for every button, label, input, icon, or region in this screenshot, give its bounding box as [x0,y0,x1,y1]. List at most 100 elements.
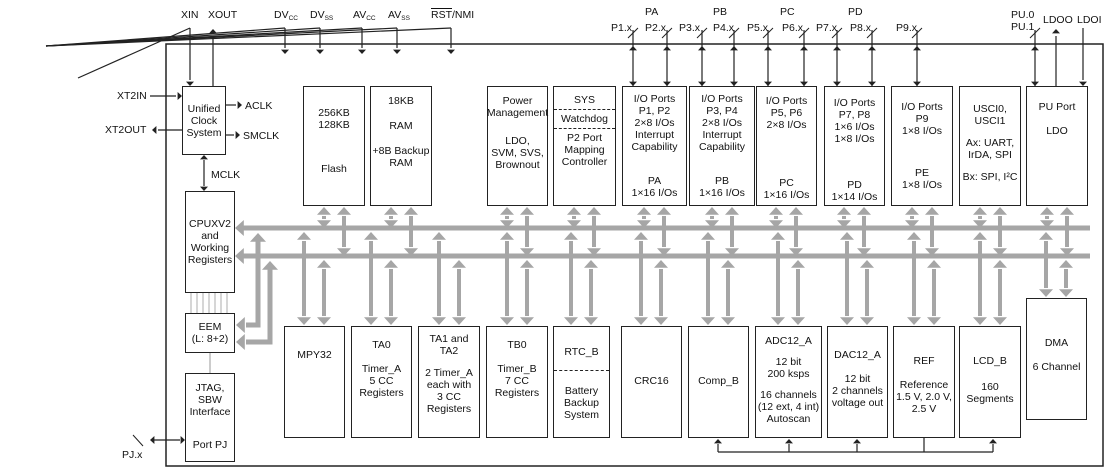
bottom-bus-arrow-9-b-head-up [927,260,941,268]
pin-rst-nmi: RST/NMI [431,9,474,21]
pin-xin: XIN [181,9,199,21]
pin-dvcc-sub: CC [288,15,298,22]
jtag-title: JTAG, SBW Interface [189,382,231,418]
p12-title: I/O Ports P1, P2 2×8 I/Os Interrupt Capa… [631,93,678,153]
bottom-bus-arrow-5-a-head-up [634,232,648,240]
top-bus-arrow-3-a-head-down [567,220,581,228]
ref-title: REF [913,355,935,367]
port-arrow-down-4 [764,81,772,86]
port-bus-slash-5 [798,27,810,39]
usci-b: Bx: SPI, I²C [962,171,1018,183]
sys-port-mapping: P2 Port Mapping Controller [554,128,615,171]
top-bus-arrow-6-b-head-down [789,248,803,256]
port-group-pd: PD [848,6,863,18]
top-bus-arrow-0-a-head-down [317,220,331,228]
aclk-arrow [237,101,242,109]
top-bus-arrow-8-a-head-down [905,220,919,228]
top-bus-arrow-1-b-head-up [404,207,418,215]
eem-feed-1-head-up [250,233,266,242]
bottom-bus-arrow-7-b-head-up [791,260,805,268]
bottom-bus-arrow-5-b-head-up [654,260,668,268]
lcd-title: LCD_B [973,355,1007,367]
top-bus-arrow-8-a-head-up [905,207,919,215]
bottom-bus-arrow-4-a-head-up [564,232,578,240]
tb0-title: TB0 [507,339,527,351]
pin-xout: XOUT [208,9,238,21]
top-bus-arrow-9-b-head-down [993,248,1007,256]
pin-arrow-4 [393,49,401,54]
xt2out-arrow [152,126,157,134]
adc-title: ADC12_A [765,335,812,347]
port-group-pc: PC [780,6,795,18]
port-bus-slash-7 [866,27,878,39]
p12-footer: PA 1×16 I/Os [631,175,678,199]
pin-p4x: P4.x [713,22,735,34]
cpu-block: CPUXV2 and Working Registers [185,191,235,293]
eem-feed-2 [246,268,273,345]
port-arrow-down-0 [629,81,637,86]
pin-ldoi: LDOI [1077,14,1102,26]
tb0-block: TB0 Timer_B 7 CC Registers [486,326,548,438]
pin-pu0: PU.0 [1011,9,1035,21]
bottom-bus-arrow-10-a-head-up [973,232,987,240]
ta12-body: 2 Timer_A each with 3 CC Registers [425,367,473,415]
pj-arrow-right [180,436,185,444]
pin-p1x: P1.x [611,22,633,34]
pin-p7x: P7.x [816,22,838,34]
power-title: Power Management [486,95,549,119]
signal-aclk: ACLK [245,100,273,112]
top-bus-arrow-2-a-head-up [500,207,514,215]
pin-arrow-5 [447,49,455,54]
bus-arrow-cpu-1 [235,220,244,236]
io-ports-p3-p4-block: I/O Ports P3, P4 2×8 I/Os Interrupt Capa… [689,86,755,206]
pin-arrow-1 [281,49,289,54]
pin-avcc-sub: CC [366,15,376,22]
mclk-arrow-down [200,186,208,191]
flash-size: 256KB 128KB [318,107,350,131]
pin-avss-sub: SS [401,15,410,22]
eem-feed-1 [246,240,261,328]
top-bus-arrow-0-b-head-down [337,248,351,256]
port-arrow-up-6 [833,46,841,51]
dac-title: DAC12_A [834,349,881,361]
p9-footer: PE 1×8 I/Os [902,167,942,191]
top-bus-arrow-6-b-head-up [789,207,803,215]
flash-block: 256KB 128KB Flash [303,86,365,206]
p56-footer: PC 1×16 I/Os [763,177,810,201]
bottom-bus-arrow-1-a-head-down [364,317,378,325]
top-bus-arrow-5-b-head-up [725,207,739,215]
port-arrow-up-8 [913,46,921,51]
port-bus-slash-1 [661,27,673,39]
p34-title: I/O Ports P3, P4 2×8 I/Os Interrupt Capa… [698,93,746,153]
ref-body: Reference 1.5 V, 2.0 V, 2.5 V [896,379,952,415]
port-bus-slash-8 [911,27,923,39]
eem-feed-2-head [236,334,245,350]
power-body: LDO, SVM, SVS, Brownout [491,135,544,171]
bottom-bus-arrow-10-a-head-down [973,317,987,325]
ta0-body: Timer_A 5 CC Registers [359,363,404,399]
bottom-bus-arrow-0-b-head-down [317,317,331,325]
port-bus-slash-3 [728,27,740,39]
pin-p6x: P6.x [782,22,804,34]
pin-p5x: P5.x [747,22,769,34]
top-bus-arrow-0-a-head-up [317,207,331,215]
top-bus-arrow-9-a-head-up [973,207,987,215]
bottom-bus-arrow-5-b-head-down [654,317,668,325]
top-bus-arrow-1-b-head-down [404,248,418,256]
port-arrow-up-5 [800,46,808,51]
pin-dvcc: DVCC [274,9,298,25]
rtc-battery-backup: Battery Backup System [554,370,609,424]
adc-spec: 12 bit 200 ksps [767,356,810,380]
pin-arrow-3 [358,49,366,54]
top-bus-arrow-4-a-head-down [637,220,651,228]
ram-backup: +8B Backup RAM [372,145,430,169]
signal-xt2in: XT2IN [117,90,147,102]
p78-title: I/O Ports P7, P8 1×6 I/Os 1×8 I/Os [833,97,876,145]
pin-avcc: AVCC [353,9,376,25]
pin-line-0 [77,27,191,79]
port-arrow-up-1 [663,46,671,51]
top-bus-arrow-10-b-head-down [1060,248,1074,256]
unified-clock-system-block: Unified Clock System [182,86,226,155]
port-arrow-up-7 [868,46,876,51]
port-arrow-down-8 [913,81,921,86]
